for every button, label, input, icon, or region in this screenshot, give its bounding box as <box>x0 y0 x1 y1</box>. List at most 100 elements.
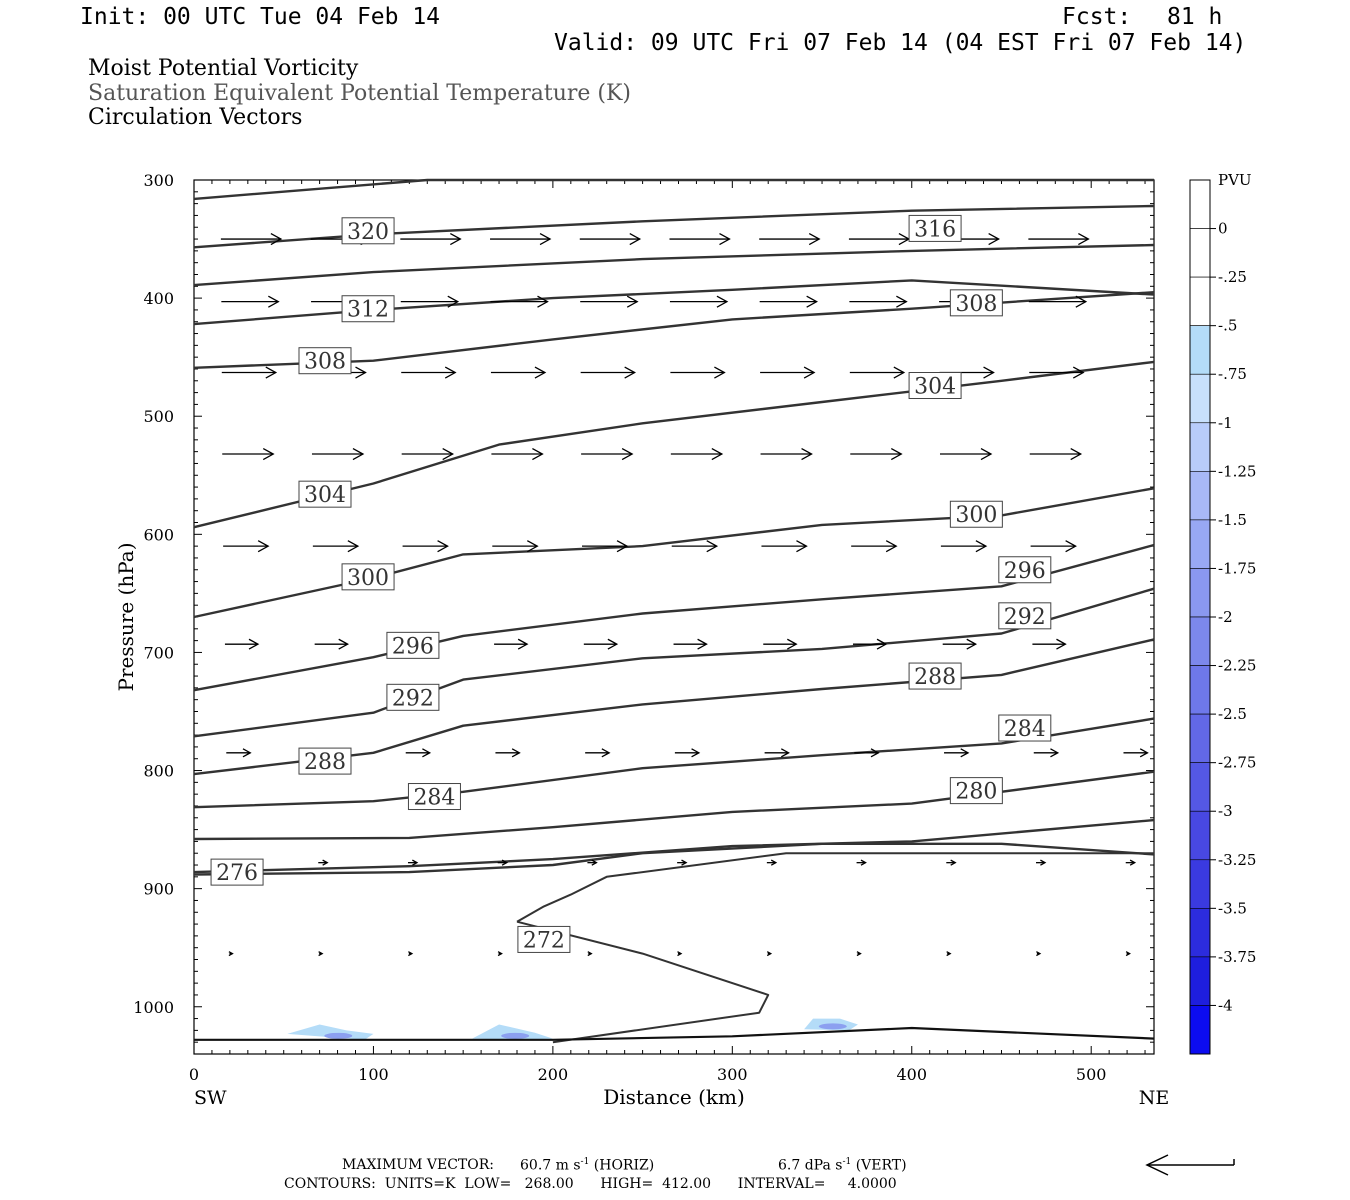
vector-head <box>870 748 880 758</box>
colorbar-label: -2 <box>1218 608 1233 626</box>
vector-head <box>532 447 544 461</box>
vector-head <box>450 232 462 246</box>
vector-head <box>697 638 708 650</box>
vector-head <box>988 232 1000 246</box>
theta-label-box <box>949 777 1003 805</box>
vector-head <box>770 859 778 866</box>
theta-label-box <box>386 631 440 659</box>
theta-label: 300 <box>955 503 997 528</box>
colorbar-label: -.5 <box>1218 317 1237 335</box>
vector-head <box>896 295 908 308</box>
vector-head <box>444 366 457 379</box>
theta-label: 284 <box>1004 717 1046 742</box>
theta-contour <box>193 717 1155 809</box>
colorbar-label: 0 <box>1218 220 1228 238</box>
colorbar-label: -1.5 <box>1218 511 1247 529</box>
vector-head <box>1075 295 1088 308</box>
max-vector-label: MAXIMUM VECTOR: <box>342 1157 494 1173</box>
vector-head <box>497 951 503 957</box>
theta-label: 304 <box>304 483 346 508</box>
vector-head <box>711 447 724 461</box>
vector-head <box>422 748 432 758</box>
theta-contour <box>193 204 1155 249</box>
vector-head <box>856 951 862 957</box>
vector-head <box>980 447 993 461</box>
x-axis-label: Distance (km) <box>603 1085 745 1109</box>
vector-head <box>780 748 790 758</box>
y-tick-label: 800 <box>143 762 174 781</box>
pv-blob <box>472 1024 553 1040</box>
theta-label: 292 <box>392 686 434 711</box>
colorbar-label: -2.5 <box>1218 705 1247 723</box>
theta-label: 296 <box>1004 559 1046 584</box>
vector-head <box>587 951 593 957</box>
theta-contour <box>193 178 1154 201</box>
theta-contour <box>193 543 1155 692</box>
vector-head <box>318 951 324 957</box>
vector-head <box>539 232 552 246</box>
x-tick-label: 300 <box>717 1065 748 1084</box>
y-tick-label: 600 <box>143 525 174 544</box>
vector-head <box>268 295 280 308</box>
vector-head <box>322 859 329 866</box>
vector-head <box>966 638 978 650</box>
y-tick-label: 700 <box>143 643 174 662</box>
vector-head <box>691 748 701 758</box>
vector-head <box>946 951 952 957</box>
theta-label: 280 <box>955 780 997 805</box>
colorbar-segment <box>1189 276 1211 326</box>
colorbar-label: -1.75 <box>1218 559 1256 577</box>
theta-label: 308 <box>955 292 997 317</box>
colorbar-segment <box>1189 665 1211 715</box>
vector-head <box>806 295 819 308</box>
x-end-label-ne: NE <box>1139 1087 1170 1109</box>
x-tick-label: 500 <box>1076 1065 1107 1084</box>
vector-head <box>1078 232 1090 246</box>
title-mpv: Moist Potential Vorticity <box>88 56 359 81</box>
vector-head <box>876 638 888 650</box>
vector-head <box>447 295 460 308</box>
theta-contour <box>193 770 1155 841</box>
vector-head <box>607 638 619 650</box>
vector-head <box>412 859 419 866</box>
y-tick-label: 300 <box>143 171 174 190</box>
vector-head <box>975 540 988 553</box>
colorbar-segment <box>1189 908 1211 958</box>
vector-head <box>719 232 731 246</box>
vector-head <box>1129 859 1137 866</box>
theta-contour <box>193 360 1155 529</box>
theta-contour <box>193 638 1155 776</box>
x-tick-label: 200 <box>538 1065 569 1084</box>
theta-label-box <box>407 783 461 811</box>
init-time: Init: 00 UTC Tue 04 Feb 14 <box>80 4 441 30</box>
colorbar-segment <box>1189 471 1211 521</box>
theta-label-box <box>998 602 1052 630</box>
theta-label: 316 <box>914 217 956 242</box>
colorbar-segment <box>1189 228 1211 278</box>
colorbar-segment <box>1189 179 1211 229</box>
vector-head <box>885 540 898 553</box>
vector-head <box>706 540 719 553</box>
colorbar-segment <box>1189 568 1211 618</box>
forecast-hour: 81 h <box>1167 4 1223 30</box>
contour-info: CONTOURS: UNITS=K LOW= 268.00 HIGH= 412.… <box>284 1176 897 1192</box>
theta-contour <box>193 818 1155 874</box>
forecast-label: Fcst: <box>1062 4 1132 30</box>
vector-head <box>950 859 957 866</box>
vector-head <box>242 748 252 758</box>
vector-head <box>787 638 798 650</box>
colorbar-label: -3.5 <box>1218 899 1247 917</box>
theta-label: 296 <box>392 634 434 659</box>
theta-label-box <box>210 858 264 886</box>
pv-core <box>501 1032 530 1039</box>
y-tick-label: 400 <box>143 289 174 308</box>
vector-head <box>766 951 773 957</box>
vector-head <box>801 447 813 461</box>
colorbar-segment <box>1189 1005 1211 1055</box>
y-tick-label: 1000 <box>133 998 174 1017</box>
reference-vector-head <box>1145 1154 1169 1176</box>
vector-head <box>408 951 414 957</box>
colorbar-label: -2.25 <box>1218 657 1256 675</box>
theta-label: 276 <box>216 861 258 886</box>
